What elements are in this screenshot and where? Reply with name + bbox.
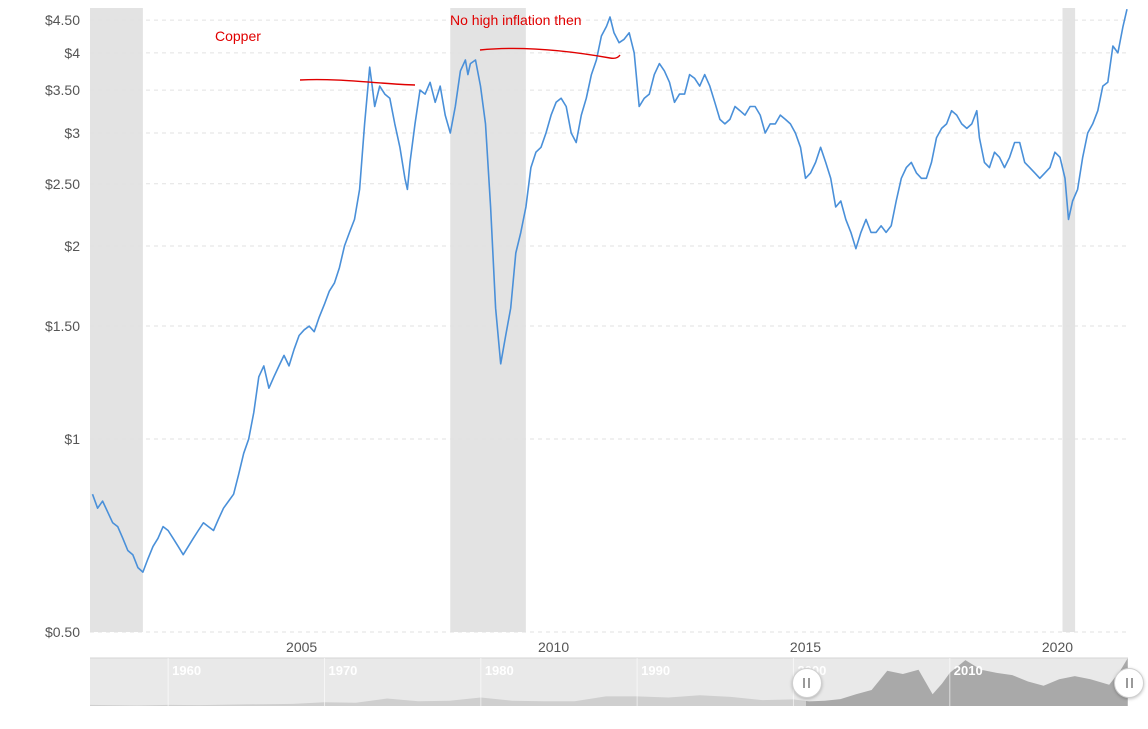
y-axis-tick-label: $2 [64, 238, 80, 254]
chart-container: $0.50 $1 $1.50 $2 $2.50 $3 $3.50 $4 $4.50 2005 201… [0, 0, 1148, 729]
y-axis-tick-label: $4 [64, 45, 80, 61]
annotation-no-high-inflation-label: No high inflation then [450, 12, 582, 28]
range-slider-decade-label: 2010 [954, 663, 983, 678]
price-chart-svg: $0.50 $1 $1.50 $2 $2.50 $3 $3.50 $4 $4.50 2005 201… [0, 0, 1148, 729]
x-axis-tick-label: 2015 [790, 639, 821, 655]
recession-band [1062, 8, 1075, 632]
y-axis-tick-label: $1.50 [45, 318, 80, 334]
y-axis-tick-label: $2.50 [45, 176, 80, 192]
range-slider-decade-label: 1960 [172, 663, 201, 678]
range-slider-decade-label: 1970 [328, 663, 357, 678]
x-axis-tick-label: 2020 [1042, 639, 1073, 655]
y-axis-tick-label: $0.50 [45, 624, 80, 640]
y-axis-tick-label: $1 [64, 431, 80, 447]
annotation-copper-label: Copper [215, 28, 261, 44]
recession-band [450, 8, 526, 632]
range-slider-decade-label: 1980 [485, 663, 514, 678]
y-axis-tick-label: $3.50 [45, 82, 80, 98]
range-slider-handle-right[interactable] [1114, 668, 1144, 698]
range-slider-handle-left[interactable] [792, 668, 822, 698]
x-axis-tick-label: 2005 [286, 639, 317, 655]
x-axis-tick-label: 2010 [538, 639, 569, 655]
recession-band [90, 8, 143, 632]
y-axis-tick-label: $4.50 [45, 12, 80, 28]
range-slider-decade-label: 1990 [641, 663, 670, 678]
y-axis-tick-label: $3 [64, 125, 80, 141]
